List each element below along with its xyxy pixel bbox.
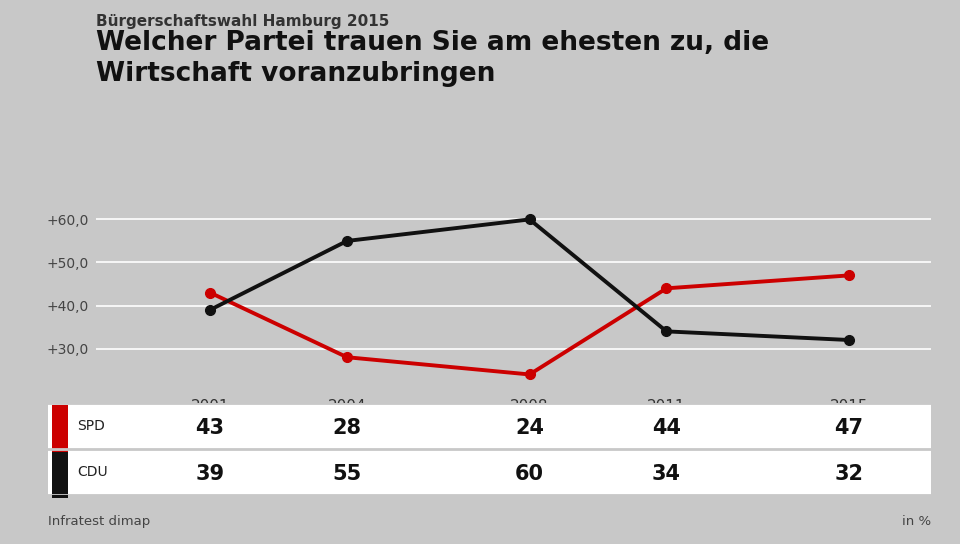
- Text: in %: in %: [902, 515, 931, 528]
- Text: 32: 32: [834, 464, 864, 484]
- Text: Welcher Partei trauen Sie am ehesten zu, die
Wirtschaft voranzubringen: Welcher Partei trauen Sie am ehesten zu,…: [96, 30, 769, 87]
- Text: 24: 24: [516, 418, 544, 437]
- Text: 47: 47: [834, 418, 864, 437]
- Text: SPD: SPD: [77, 419, 105, 432]
- Text: CDU: CDU: [77, 465, 108, 479]
- Bar: [53, 452, 68, 498]
- Text: 28: 28: [332, 418, 362, 437]
- Text: 60: 60: [516, 464, 544, 484]
- Text: 44: 44: [652, 418, 681, 437]
- Bar: [53, 405, 68, 452]
- Text: Bürgerschaftswahl Hamburg 2015: Bürgerschaftswahl Hamburg 2015: [96, 14, 390, 29]
- Text: 34: 34: [652, 464, 681, 484]
- Text: 55: 55: [332, 464, 362, 484]
- Text: Infratest dimap: Infratest dimap: [48, 515, 151, 528]
- Text: 43: 43: [196, 418, 225, 437]
- Text: 39: 39: [196, 464, 225, 484]
